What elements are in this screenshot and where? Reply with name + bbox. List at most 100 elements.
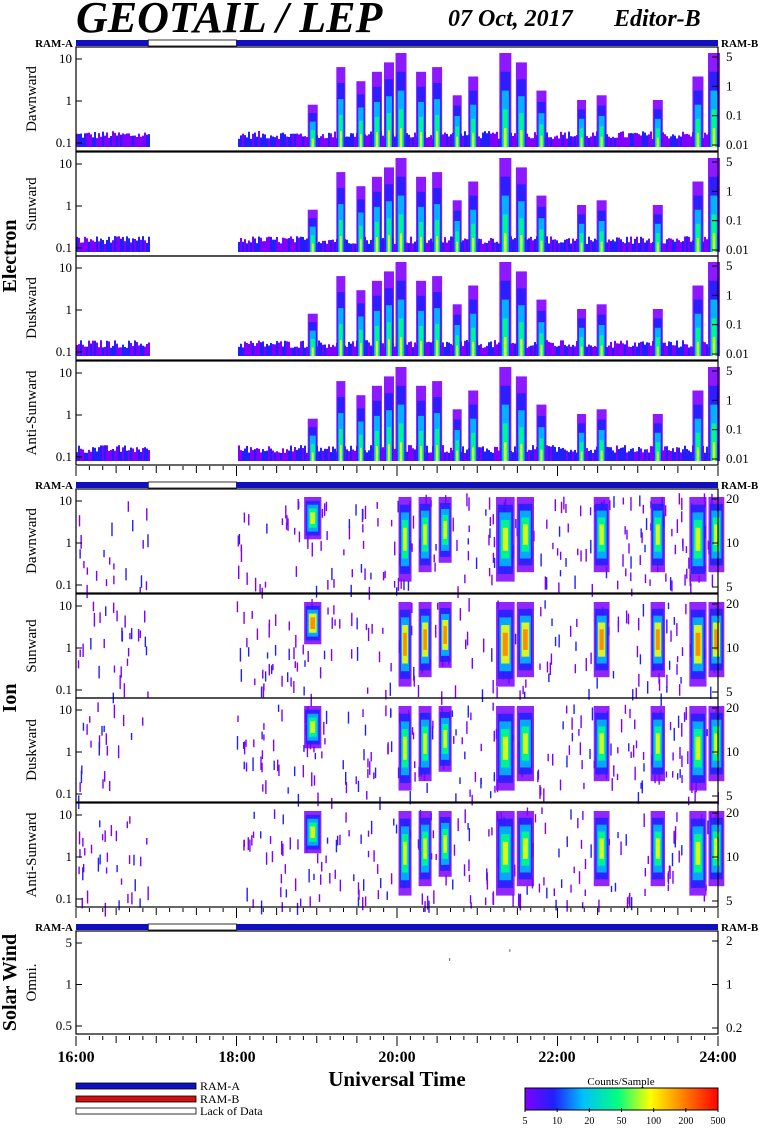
spectrum-cell xyxy=(642,238,644,252)
spectrum-cell xyxy=(494,446,496,461)
spectrum-cell xyxy=(102,240,104,252)
spectrum-burst xyxy=(580,346,583,356)
spectrum-cell xyxy=(258,131,260,147)
spectrum-cell xyxy=(457,586,459,599)
spectrum-burst xyxy=(600,345,603,356)
spectrum-cell xyxy=(90,637,92,650)
spectrum-cell xyxy=(490,451,492,461)
spectrum-cell xyxy=(246,342,248,356)
spectrum-cell xyxy=(247,647,250,657)
spectrum-cell xyxy=(406,133,408,147)
spectrum-cell xyxy=(112,602,115,613)
spectrum-cell xyxy=(144,346,146,356)
spectrum-cell xyxy=(273,809,276,819)
spectrum-cell xyxy=(365,623,368,630)
spectrum-cell xyxy=(330,347,332,356)
y-tick-label: 1 xyxy=(66,302,73,317)
spectrum-burst xyxy=(714,733,719,754)
spectrum-cell xyxy=(285,522,288,530)
spectrum-cell xyxy=(410,341,412,356)
spectrum-cell xyxy=(688,347,690,356)
spectrum-cell xyxy=(238,533,241,545)
spectrum-cell xyxy=(128,340,130,356)
spectrum-burst xyxy=(443,625,447,644)
spectrum-cell xyxy=(448,342,450,356)
y-right-tick-label: 10 xyxy=(726,849,739,864)
spectrum-cell xyxy=(330,133,332,147)
spectrum-cell xyxy=(326,448,328,461)
spectrum-burst xyxy=(339,340,342,356)
spectrum-burst xyxy=(375,340,378,356)
spectrum-cell xyxy=(77,660,80,669)
spectrum-cell xyxy=(139,587,141,595)
spectrum-cell xyxy=(462,446,464,461)
spectrum-cell xyxy=(459,777,461,785)
spectrum-cell xyxy=(486,448,488,461)
spectrum-cell xyxy=(592,452,594,461)
spectrum-cell xyxy=(556,346,558,356)
spectrum-cell xyxy=(464,574,466,584)
y-right-tick-label: 0.2 xyxy=(726,1020,742,1035)
ram-legend: RAM-A RAM-B Lack of Data xyxy=(75,1079,263,1118)
spectrum-cell xyxy=(134,238,136,252)
spectrum-cell xyxy=(265,780,267,794)
spectrum-cell xyxy=(528,136,530,147)
spectrum-burst xyxy=(599,838,604,859)
spectrum-burst xyxy=(339,131,342,147)
spectrum-cell xyxy=(588,236,590,252)
spectrum-cell xyxy=(560,340,562,356)
spectrum-cell xyxy=(450,236,452,252)
spectrum-cell xyxy=(519,690,521,700)
spectrum-cell xyxy=(117,745,120,759)
spectrum-cell xyxy=(329,872,331,884)
spectrum-cell xyxy=(478,238,480,252)
spectrum-cell xyxy=(366,135,368,147)
spectrum-cell xyxy=(377,890,380,900)
spectrum-cell xyxy=(350,133,352,147)
spectrum-cell xyxy=(590,539,592,554)
spectrum-cell xyxy=(326,138,328,147)
spectrum-cell xyxy=(674,241,676,252)
spectrum-cell xyxy=(104,135,106,147)
spectrum-burst xyxy=(714,629,719,650)
spectrum-cell xyxy=(90,740,92,748)
spectrum-cell xyxy=(92,601,95,612)
spectrum-cell xyxy=(576,340,578,356)
spectrum-cell xyxy=(444,237,446,252)
spectrum-cell xyxy=(264,451,266,461)
spectrum-cell xyxy=(573,704,575,715)
spectrum-cell xyxy=(469,789,471,797)
spectrum-burst xyxy=(520,130,523,147)
spectrum-cell xyxy=(82,837,84,847)
spectrum-cell xyxy=(110,242,112,252)
spectrum-cell xyxy=(244,239,246,252)
spectrum-cell xyxy=(300,341,302,356)
spectrum-cell xyxy=(294,878,297,891)
spectrum-cell xyxy=(586,136,588,147)
spectrum-cell xyxy=(268,619,271,628)
spectrum-cell xyxy=(262,669,264,679)
y-right-tick-label: 0.1 xyxy=(726,317,742,332)
spectrum-cell xyxy=(334,869,336,879)
spectrum-burst xyxy=(600,241,603,252)
spectrum-cell xyxy=(584,889,586,897)
spectrum-cell xyxy=(280,243,282,252)
spectrum-cell xyxy=(610,241,612,252)
spectrum-burst xyxy=(311,243,314,252)
y-right-tick-label: 1 xyxy=(726,183,733,198)
spectrum-cell xyxy=(368,450,370,461)
spectrum-cell xyxy=(129,816,131,824)
spectrum-cell xyxy=(560,501,563,514)
spectrum-cell xyxy=(572,238,574,252)
spectrum-cell xyxy=(357,780,360,792)
spectrum-cell xyxy=(324,738,326,745)
spectrum-cell xyxy=(99,612,101,623)
y-right-tick-label: 20 xyxy=(726,491,739,506)
spectrum-cell xyxy=(140,451,142,461)
spectrum-cell xyxy=(428,240,430,252)
spectrum-cell xyxy=(585,548,587,562)
spectrum-cell xyxy=(681,647,684,656)
spectrum-cell xyxy=(624,704,627,714)
spectrum-cell xyxy=(82,449,84,461)
spectrum-cell xyxy=(103,549,105,558)
